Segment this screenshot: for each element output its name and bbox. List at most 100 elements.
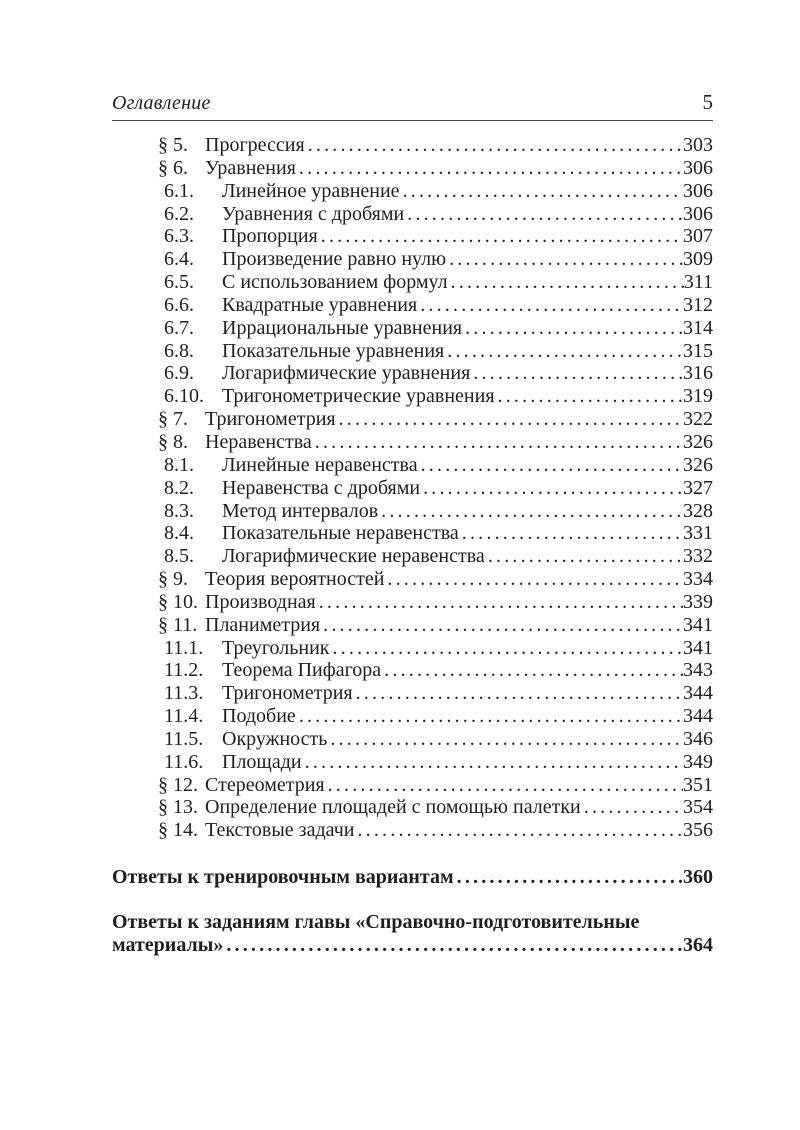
toc-entry-title: Подобие xyxy=(222,705,296,728)
dot-leader xyxy=(305,134,683,157)
toc-entry-label: § 11. xyxy=(158,613,198,636)
toc-entry-title: Теория вероятностей xyxy=(205,568,385,591)
toc-entry-label: § 8. xyxy=(158,430,188,453)
toc-entry-title: Логарифмические уравнения xyxy=(222,362,471,385)
text-block: Оглавление 5 § 5. Прогрессия 303 § 6. Уравне… xyxy=(112,0,713,957)
toc-entry-label: 6.4. xyxy=(164,248,194,271)
toc-entry-label: 6.6. xyxy=(164,293,194,316)
answers-entry-line: Ответы к тренировочным вариантам 360 xyxy=(112,866,713,889)
toc-entry-page: 327 xyxy=(683,476,713,499)
toc-entry-page: 314 xyxy=(683,316,713,339)
dot-leader xyxy=(459,522,683,545)
toc-entry-page: 311 xyxy=(683,271,713,294)
toc-entry-label: 8.4. xyxy=(164,522,194,545)
toc-entry-title: Тригонометрические уравнения xyxy=(222,385,495,408)
toc-entry-title: Иррациональные уравнения xyxy=(222,316,463,339)
toc-entry-page: 326 xyxy=(683,453,713,476)
toc-entry-title: Уравнения xyxy=(205,156,296,179)
dot-leader xyxy=(325,774,683,797)
answers-list: Ответы к тренировочным вариантам360Ответ… xyxy=(112,866,713,957)
toc-entry-title: Тригонометрия xyxy=(222,682,353,705)
toc-entry: 6.4. Произведение равно нулю 309 xyxy=(112,248,713,271)
toc-entry-title: Неравенства с дробями xyxy=(222,476,421,499)
toc-entry-label: 6.3. xyxy=(164,225,194,248)
toc-entry: § 5. Прогрессия 303 xyxy=(112,134,713,157)
toc-entry-title: Тригонометрия xyxy=(205,408,336,431)
toc-entry-label: 6.5. xyxy=(164,271,194,294)
page-number: 5 xyxy=(702,90,714,114)
toc-entry-label: 6.2. xyxy=(164,202,194,225)
answers-entry: Ответы к заданиям главы «Справочно-подго… xyxy=(112,911,713,957)
toc-entry-title: Уравнения с дробями xyxy=(222,202,405,225)
toc-entry-label: 11.6. xyxy=(164,750,204,773)
toc-entry-label: 8.2. xyxy=(164,476,194,499)
dot-leader xyxy=(381,659,683,682)
toc-entry-page: 346 xyxy=(683,727,713,750)
dot-leader xyxy=(404,203,683,226)
dot-leader xyxy=(446,248,683,271)
toc-entry-title: Пропорция xyxy=(222,225,318,248)
toc-entry-page: 306 xyxy=(683,202,713,225)
toc-entry-title: С использованием формул xyxy=(222,271,448,294)
dot-leader xyxy=(495,385,683,408)
toc-entry-label: 8.5. xyxy=(164,545,194,568)
dot-leader xyxy=(417,294,683,317)
toc-entry-title: Планиметрия xyxy=(205,613,321,636)
toc-entry: 8.3. Метод интервалов 328 xyxy=(112,500,713,523)
dot-leader xyxy=(312,431,683,454)
dot-leader xyxy=(384,568,683,591)
toc-entry-label: 11.3. xyxy=(164,682,204,705)
toc-entry-page: 339 xyxy=(683,590,713,613)
toc-entry-label: § 10. xyxy=(158,590,198,613)
dot-leader xyxy=(448,271,684,294)
toc-entry-page: 303 xyxy=(683,134,713,156)
toc-entry-label: 6.8. xyxy=(164,339,194,362)
toc-list: § 5. Прогрессия 303 § 6. Уравнения 306 6.1. Лин… xyxy=(112,134,713,842)
dot-leader xyxy=(318,225,683,248)
toc-entry-title: Прогрессия xyxy=(205,134,305,156)
toc-entry: § 13. Определение площадей с помощью пале… xyxy=(112,796,713,819)
dot-leader xyxy=(378,500,683,523)
toc-entry-page: 343 xyxy=(683,659,713,682)
toc-entry: 11.6. Площади 349 xyxy=(112,751,713,774)
toc-entry: 6.2. Уравнения с дробями 306 xyxy=(112,203,713,226)
toc-entry: § 10. Производная 339 xyxy=(112,591,713,614)
toc-entry-label: § 9. xyxy=(158,568,188,591)
dot-leader xyxy=(296,705,683,728)
toc-entry: 6.10. Тригонометрические уравнения 319 xyxy=(112,385,713,408)
toc-entry: 11.5. Окружность 346 xyxy=(112,728,713,751)
toc-entry-page: 334 xyxy=(683,568,713,591)
toc-entry-title: Окружность xyxy=(222,727,328,750)
toc-entry: 8.1. Линейные неравенства 326 xyxy=(112,454,713,477)
answers-entry-title: Ответы к тренировочным вариантам xyxy=(112,866,454,889)
toc-entry-label: § 14. xyxy=(158,819,198,842)
toc-entry-label: 6.1. xyxy=(164,179,194,202)
dot-leader xyxy=(418,454,683,477)
toc-entry-title: Квадратные уравнения xyxy=(222,293,418,316)
dot-leader xyxy=(302,751,683,774)
dot-leader xyxy=(223,934,683,957)
toc-entry-title: Площади xyxy=(222,750,302,773)
toc-entry-title: Неравенства xyxy=(205,430,312,453)
toc-entry-label: 6.7. xyxy=(164,316,194,339)
toc-entry-label: 11.1. xyxy=(164,636,204,659)
dot-leader xyxy=(470,362,683,385)
answers-entry-line: материалы» 364 xyxy=(112,934,713,957)
toc-entry-label: 11.4. xyxy=(164,705,204,728)
toc-entry-page: 312 xyxy=(683,293,713,316)
dot-leader xyxy=(354,819,683,842)
toc-entry-title: Линейное уравнение xyxy=(222,179,400,202)
dot-leader xyxy=(400,180,683,203)
toc-entry-title: Текстовые задачи xyxy=(205,819,355,842)
toc-entry-page: 306 xyxy=(683,179,713,202)
toc-entry: 11.1. Треугольник 341 xyxy=(112,637,713,660)
toc-entry-page: 307 xyxy=(683,225,713,248)
toc-entry-label: § 13. xyxy=(158,796,198,819)
toc-entry-label: 6.9. xyxy=(164,362,194,385)
answers-entry: Ответы к тренировочным вариантам 360 xyxy=(112,866,713,889)
answers-entry-page: 360 xyxy=(683,866,713,889)
toc-entry-label: 11.5. xyxy=(164,727,204,750)
toc-entry: 11.3. Тригонометрия 344 xyxy=(112,682,713,705)
toc-entry-page: 328 xyxy=(683,499,713,522)
